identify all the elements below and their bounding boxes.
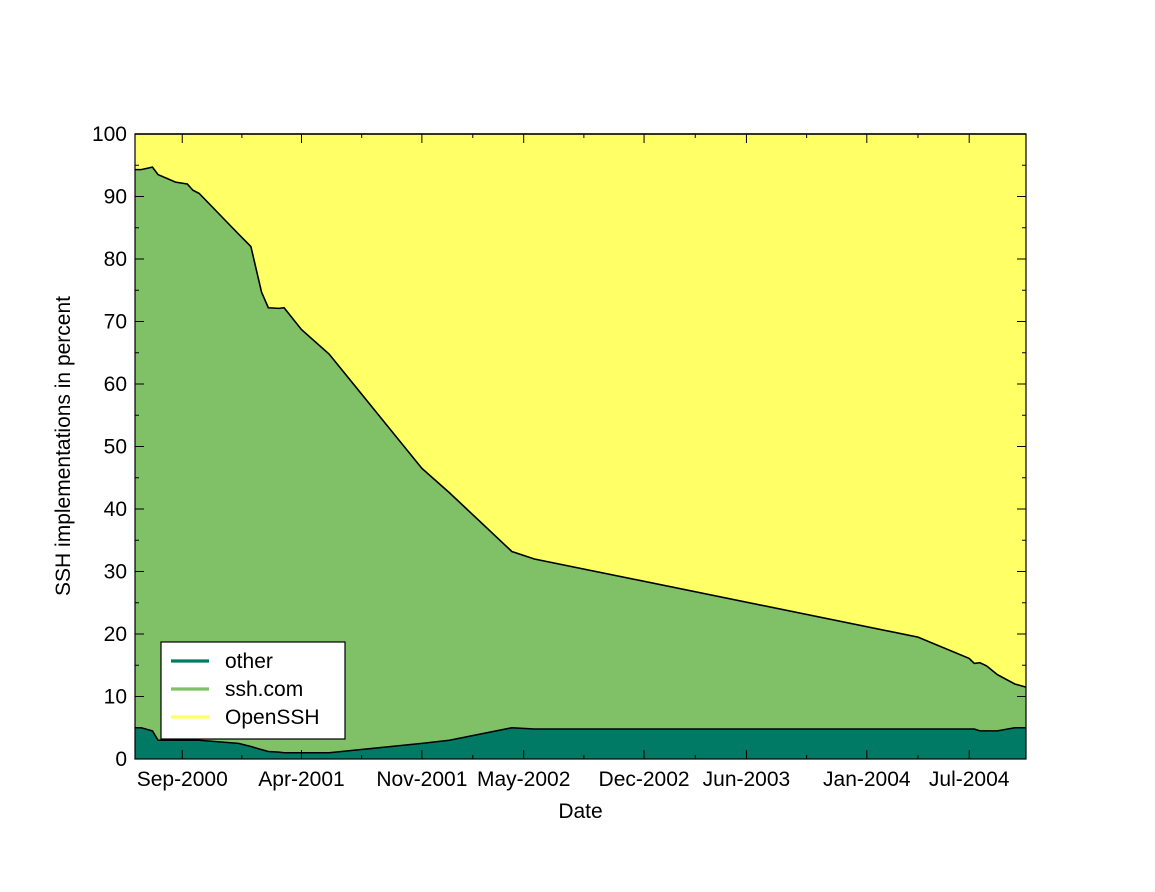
x-tick-label: Jan-2004 (823, 768, 911, 791)
y-tick-label: 40 (104, 498, 127, 521)
x-tick-label: Dec-2002 (599, 768, 690, 791)
y-tick-label: 10 (104, 686, 127, 709)
legend-label-ssh-com: ssh.com (225, 678, 303, 701)
y-tick-label: 60 (104, 373, 127, 396)
x-tick-label: Sep-2000 (137, 768, 228, 791)
x-tick-label: Nov-2001 (376, 768, 467, 791)
legend: other ssh.com OpenSSH (160, 641, 346, 740)
x-tick-label: May-2002 (477, 768, 570, 791)
outline-ssh-com (135, 166, 1027, 688)
x-tick-label: Apr-2001 (258, 768, 344, 791)
y-tick-label: 70 (104, 311, 127, 334)
y-tick-label: 90 (104, 186, 127, 209)
legend-label-openssh: OpenSSH (225, 706, 320, 729)
x-tick-label: Jul-2004 (929, 768, 1010, 791)
y-tick-label: 100 (92, 123, 127, 146)
area-ssh-com (135, 167, 1026, 753)
y-tick-label: 20 (104, 623, 127, 646)
y-axis-label: SSH implementations in percent (52, 296, 75, 596)
y-axis: 0 10 20 30 40 50 60 70 80 90 100 (92, 123, 1026, 771)
legend-label-other: other (225, 650, 273, 673)
x-axis: Sep-2000 Apr-2001 Nov-2001 May-2002 Dec-2002… (137, 134, 1010, 791)
y-tick-label: 30 (104, 561, 127, 584)
area-other (135, 727, 1026, 759)
y-tick-label: 0 (115, 748, 127, 771)
x-axis-label: Date (558, 800, 602, 823)
plot-area (135, 134, 1026, 759)
y-tick-label: 50 (104, 436, 127, 459)
area-openssh (135, 134, 1026, 688)
outline-other (135, 726, 1026, 754)
x-tick-label: Jun-2003 (703, 768, 791, 791)
y-tick-label: 80 (104, 248, 127, 271)
